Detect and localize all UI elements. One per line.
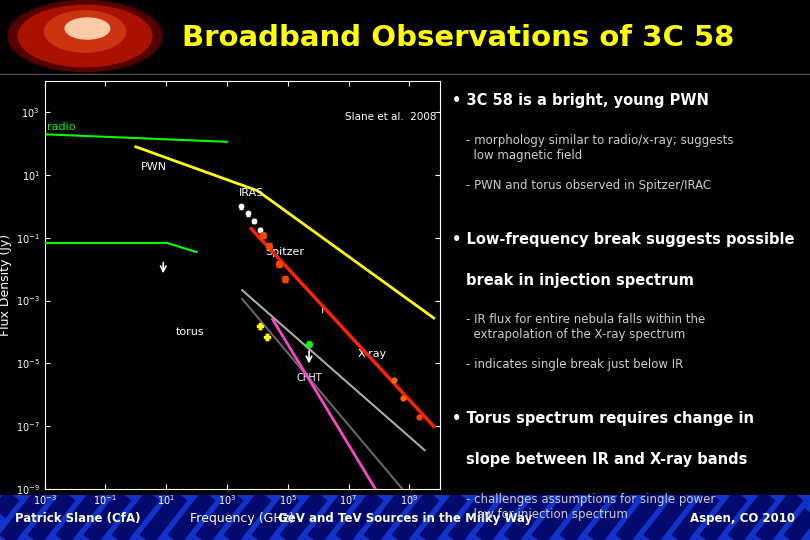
- Point: [235, 202, 248, 211]
- Text: slope between IR and X-ray bands: slope between IR and X-ray bands: [466, 452, 748, 467]
- Text: Broadband Observations of 3C 58: Broadband Observations of 3C 58: [181, 24, 734, 51]
- X-axis label: Frequency (GHz): Frequency (GHz): [190, 511, 294, 524]
- Text: - PWN and torus observed in Spitzer/IRAC: - PWN and torus observed in Spitzer/IRAC: [466, 179, 711, 192]
- Text: - morphology similar to radio/x-ray; suggests
  low magnetic field: - morphology similar to radio/x-ray; sug…: [466, 134, 734, 162]
- Text: IRAS: IRAS: [239, 188, 264, 198]
- Text: - challenges assumptions for single power
  law for injection spectrum: - challenges assumptions for single powe…: [466, 493, 715, 521]
- Point: [303, 340, 316, 349]
- Text: - indicates single break just below IR: - indicates single break just below IR: [466, 358, 684, 371]
- Text: • Torus spectrum requires change in: • Torus spectrum requires change in: [452, 411, 754, 426]
- Point: [396, 393, 409, 402]
- Text: PWN: PWN: [141, 162, 167, 172]
- Text: Aspen, CO 2010: Aspen, CO 2010: [690, 511, 795, 524]
- Text: I: I: [321, 305, 324, 315]
- Y-axis label: Flux Density (Jy): Flux Density (Jy): [0, 234, 11, 336]
- Ellipse shape: [18, 5, 152, 67]
- Text: - IR flux for entire nebula falls within the
  extrapolation of the X-ray spectr: - IR flux for entire nebula falls within…: [466, 313, 706, 341]
- Text: GeV and TeV Sources in the Milky Way: GeV and TeV Sources in the Milky Way: [278, 511, 532, 524]
- Ellipse shape: [45, 11, 126, 52]
- Ellipse shape: [66, 18, 109, 39]
- Point: [412, 412, 425, 421]
- Text: radio: radio: [47, 122, 75, 132]
- Point: [254, 322, 266, 330]
- Text: • 3C 58 is a bright, young PWN: • 3C 58 is a bright, young PWN: [452, 93, 709, 108]
- Point: [254, 226, 266, 234]
- Point: [260, 333, 273, 341]
- Text: Spitzer: Spitzer: [265, 247, 304, 257]
- Text: Patrick Slane (CfA): Patrick Slane (CfA): [15, 511, 140, 524]
- Text: torus: torus: [175, 327, 204, 337]
- Point: [256, 231, 269, 240]
- Point: [272, 259, 285, 268]
- Point: [248, 217, 261, 225]
- Text: X-ray: X-ray: [358, 349, 387, 359]
- Point: [387, 375, 400, 384]
- Ellipse shape: [8, 1, 162, 72]
- Text: break in injection spectrum: break in injection spectrum: [466, 273, 694, 288]
- Text: Slane et al.  2008: Slane et al. 2008: [345, 112, 437, 123]
- Text: CFHT: CFHT: [297, 373, 322, 383]
- Point: [279, 274, 292, 283]
- Point: [263, 241, 276, 250]
- Text: • Low-frequency break suggests possible: • Low-frequency break suggests possible: [452, 232, 795, 247]
- Point: [241, 209, 254, 218]
